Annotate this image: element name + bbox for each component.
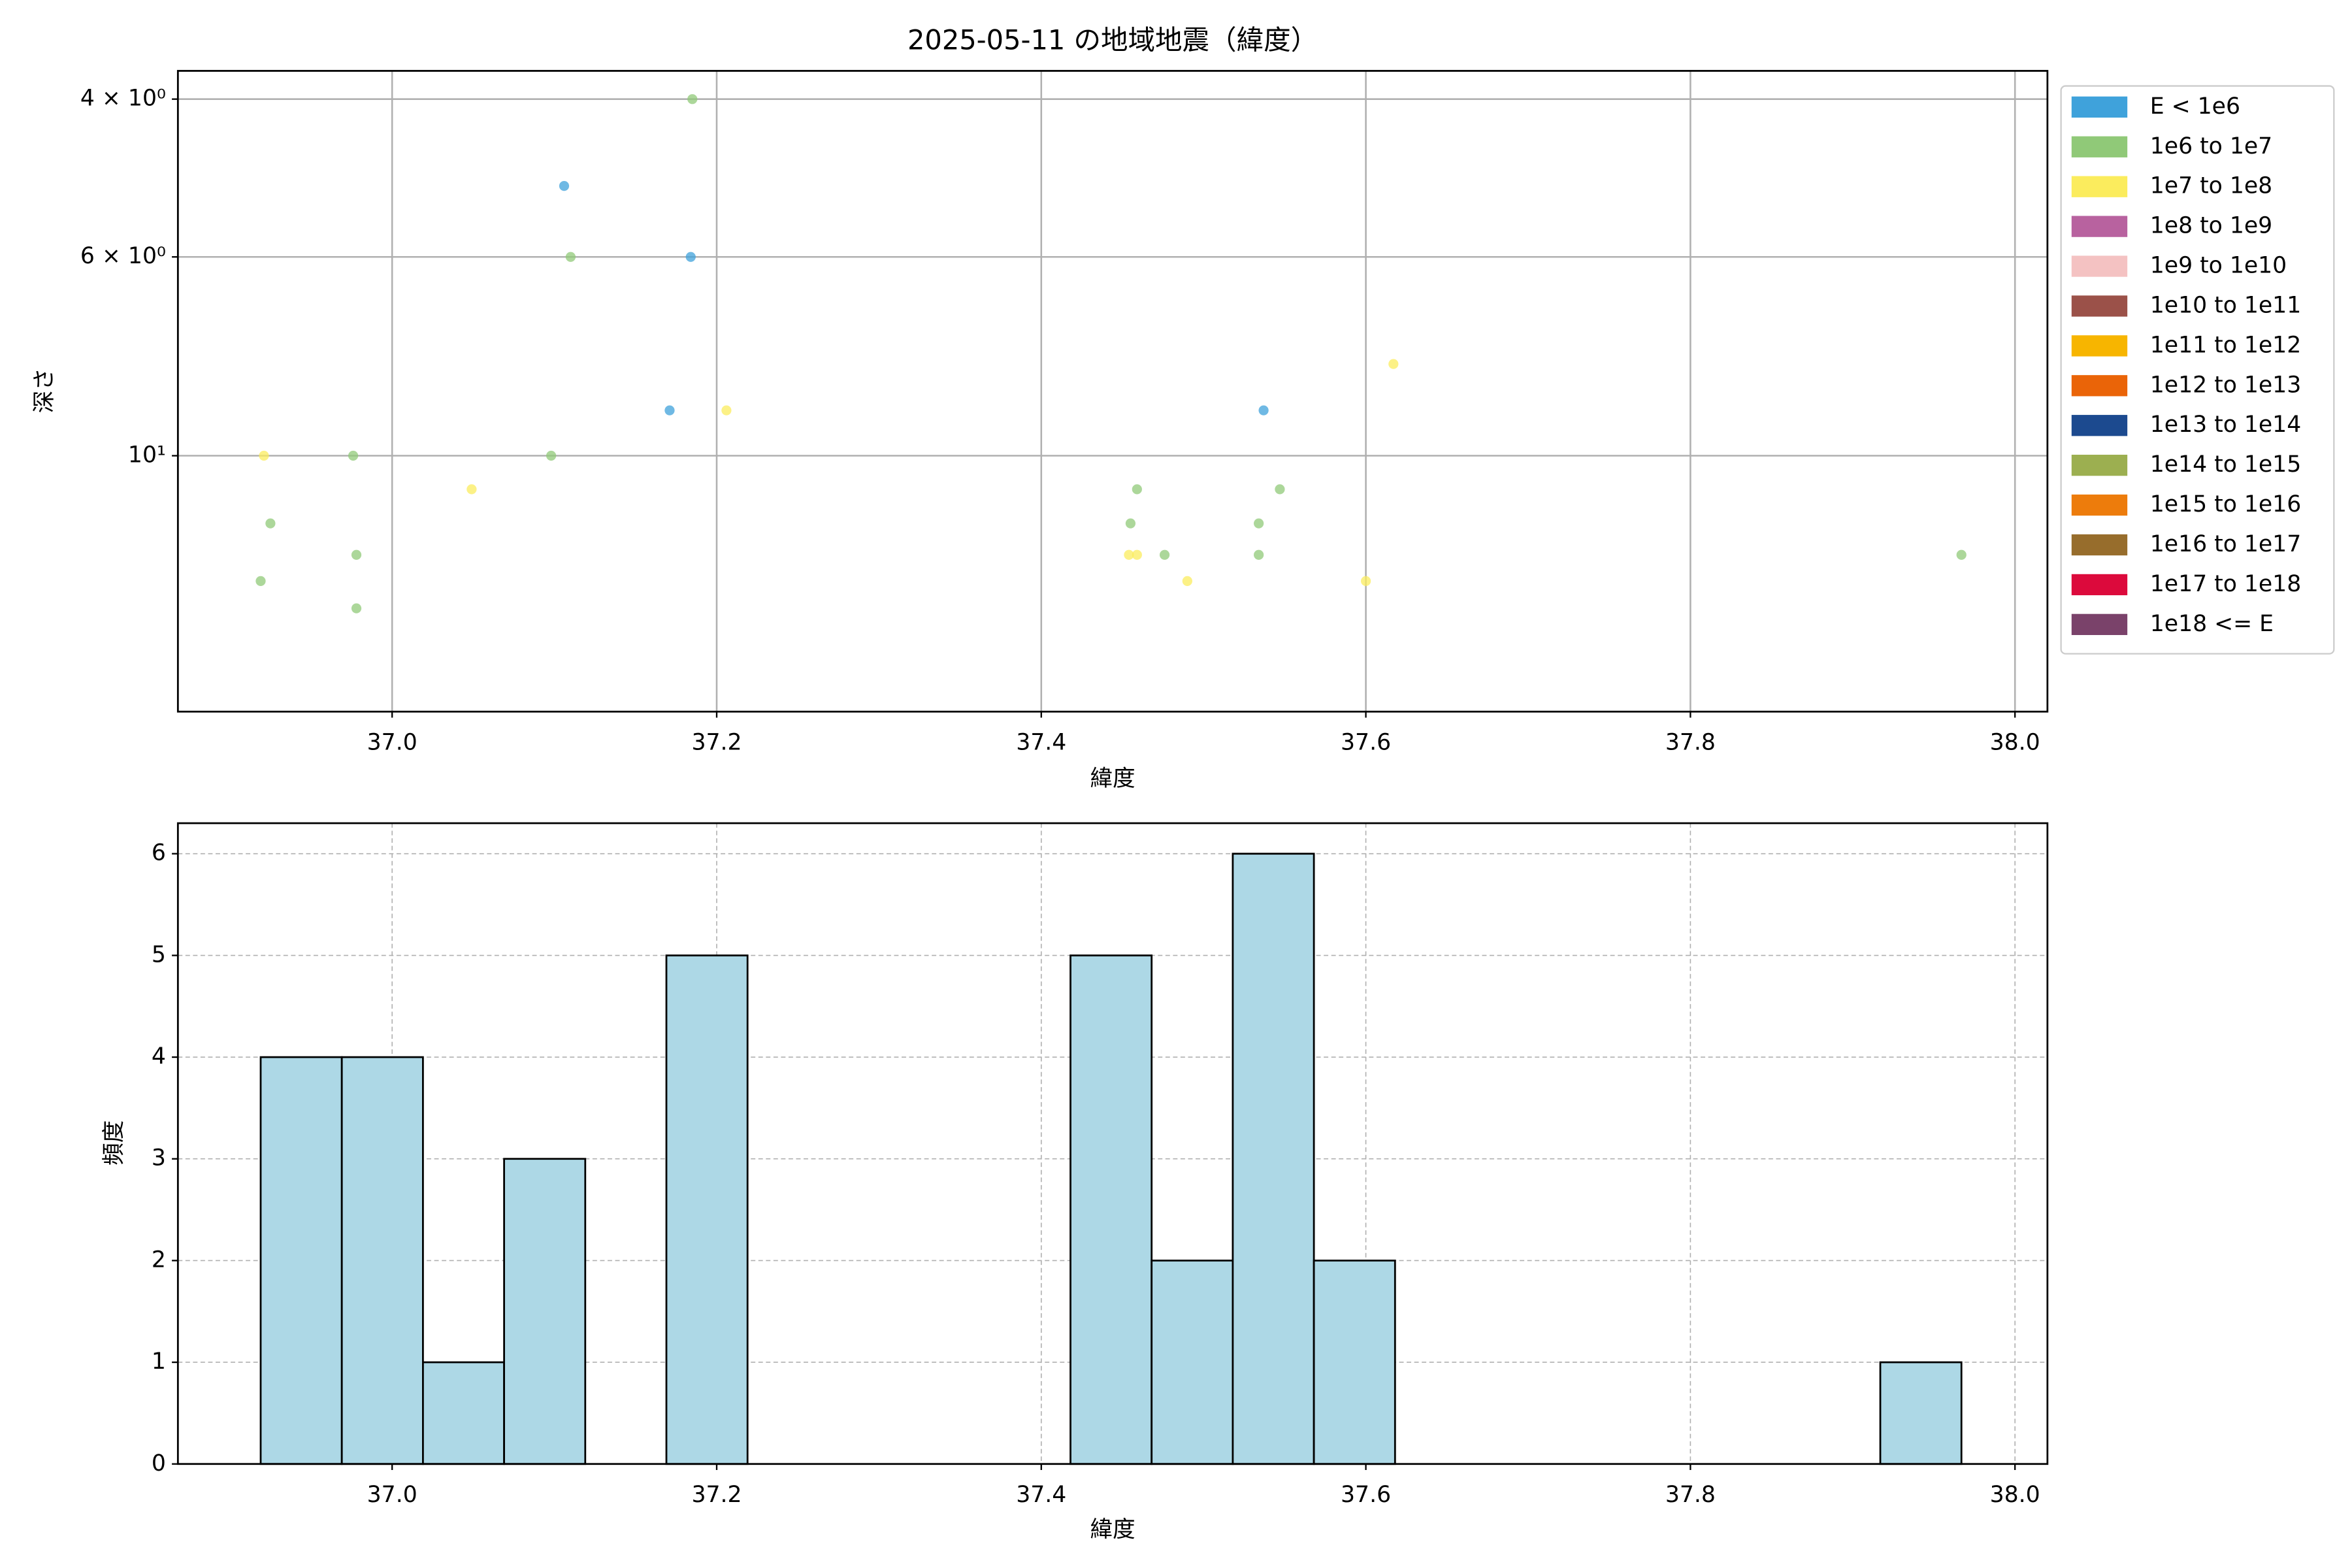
x-tick-label: 37.8 — [1665, 730, 1716, 756]
x-tick-label: 37.6 — [1341, 730, 1391, 756]
bar — [340, 1056, 424, 1465]
point — [1125, 518, 1136, 529]
point — [1388, 359, 1399, 369]
y-tick-label: 6 — [152, 840, 166, 866]
x-tick-label: 38.0 — [1990, 1482, 2040, 1508]
bar — [1151, 1260, 1234, 1465]
point — [546, 450, 557, 461]
plot-frame — [176, 70, 2049, 713]
point — [265, 518, 276, 529]
y-tick-label: 5 — [152, 941, 166, 968]
point — [1132, 484, 1142, 495]
point — [1956, 549, 1967, 560]
legend-patch — [2071, 176, 2128, 197]
legend-label: 1e9 to 1e10 — [2150, 253, 2287, 279]
y-tick-label: 3 — [152, 1145, 166, 1171]
point — [1360, 576, 1371, 587]
point — [559, 181, 570, 191]
x-tick-label: 38.0 — [1990, 730, 2040, 756]
y-tick-label: 2 — [152, 1247, 166, 1273]
legend-patch — [2071, 574, 2128, 596]
legend-patch — [2071, 375, 2128, 397]
legend-label: E < 1e6 — [2150, 93, 2240, 120]
x-tick-label: 37.4 — [1016, 1482, 1066, 1508]
point — [466, 484, 477, 495]
point — [259, 450, 269, 461]
legend-patch — [2071, 295, 2128, 317]
legend-box — [2060, 85, 2335, 655]
legend-label: 1e7 to 1e8 — [2150, 173, 2272, 199]
bar — [503, 1158, 587, 1465]
legend-patch — [2071, 534, 2128, 556]
y-tick-label: 6 × 10⁰ — [80, 243, 166, 269]
legend-patch — [2071, 255, 2128, 277]
legend-patch — [2071, 415, 2128, 436]
point — [1159, 549, 1170, 560]
x-axis-label: 緯度 — [1090, 766, 1135, 792]
point — [685, 252, 696, 262]
point — [351, 549, 362, 560]
point — [664, 405, 675, 416]
point — [721, 405, 732, 416]
y-tick-label: 10¹ — [128, 442, 166, 468]
bar — [1070, 954, 1153, 1465]
x-tick-label: 37.8 — [1665, 1482, 1716, 1508]
legend-label: 1e12 to 1e13 — [2150, 372, 2301, 398]
point — [1275, 484, 1285, 495]
bar — [1313, 1260, 1396, 1465]
bar — [1232, 853, 1315, 1465]
point — [687, 94, 698, 105]
legend-label: 1e13 to 1e14 — [2150, 412, 2301, 438]
y-axis-label: 頻度 — [101, 1120, 127, 1166]
point — [348, 450, 359, 461]
point — [1254, 549, 1264, 560]
legend-label: 1e17 to 1e18 — [2150, 571, 2301, 597]
x-tick-label: 37.2 — [691, 730, 742, 756]
point — [1258, 405, 1269, 416]
bar — [259, 1056, 343, 1465]
x-tick-label: 37.0 — [367, 1482, 417, 1508]
legend-label: 1e18 <= E — [2150, 611, 2274, 637]
x-tick-label: 37.6 — [1341, 1482, 1391, 1508]
x-tick-label: 37.0 — [367, 730, 417, 756]
legend-patch — [2071, 455, 2128, 476]
point — [1254, 518, 1264, 529]
legend-label: 1e16 to 1e17 — [2150, 531, 2301, 557]
bar — [1879, 1361, 1963, 1465]
bar — [665, 954, 749, 1465]
legend-label: 1e11 to 1e12 — [2150, 332, 2301, 358]
plot-frame — [176, 822, 2049, 1465]
bar — [422, 1361, 505, 1465]
y-axis-label: 深さ — [31, 368, 57, 413]
point — [1132, 549, 1142, 560]
point — [351, 603, 362, 613]
legend-label: 1e14 to 1e15 — [2150, 451, 2301, 478]
x-axis-label: 緯度 — [1090, 1516, 1135, 1543]
legend-label: 1e15 to 1e16 — [2150, 491, 2301, 517]
point — [1182, 576, 1192, 587]
legend-patch — [2071, 96, 2128, 118]
y-tick-label: 4 — [152, 1043, 166, 1070]
legend-label: 1e10 to 1e11 — [2150, 292, 2301, 318]
legend-patch — [2071, 136, 2128, 157]
point — [565, 252, 576, 262]
chart-title: 2025-05-11 の地域地震（緯度） — [907, 24, 1318, 56]
y-tick-label: 0 — [152, 1450, 166, 1477]
point — [1124, 549, 1134, 560]
y-tick-label: 1 — [152, 1348, 166, 1375]
legend-patch — [2071, 494, 2128, 516]
legend-patch — [2071, 216, 2128, 237]
legend-label: 1e8 to 1e9 — [2150, 213, 2272, 239]
x-tick-label: 37.2 — [691, 1482, 742, 1508]
legend-patch — [2071, 613, 2128, 635]
x-tick-label: 37.4 — [1016, 730, 1066, 756]
legend-label: 1e6 to 1e7 — [2150, 133, 2272, 159]
legend-patch — [2071, 335, 2128, 357]
y-tick-label: 4 × 10⁰ — [80, 86, 166, 112]
point — [255, 576, 266, 587]
